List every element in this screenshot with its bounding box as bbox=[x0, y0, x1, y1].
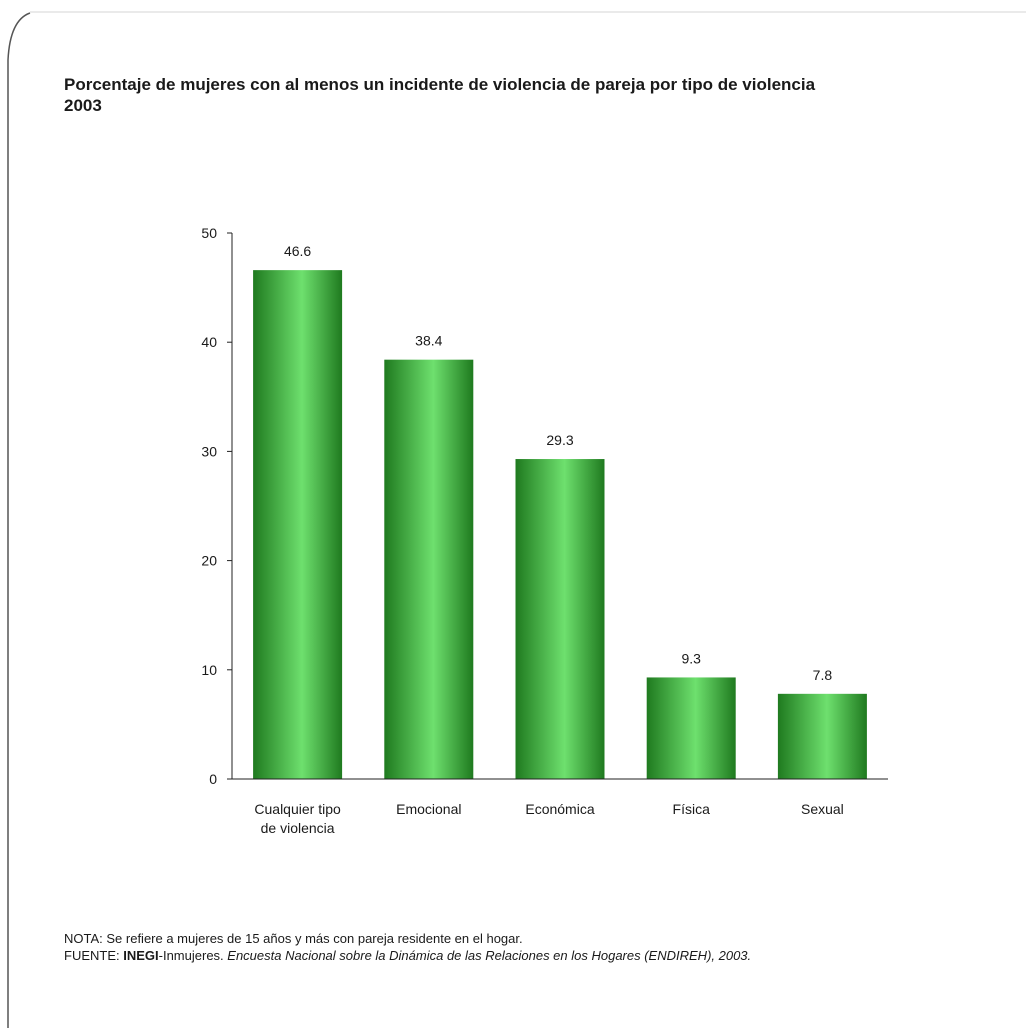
source-title: Encuesta Nacional sobre la Dinámica de l… bbox=[227, 948, 752, 963]
bar bbox=[777, 693, 867, 779]
x-tick-label: Sexual bbox=[801, 801, 844, 817]
bar-value-label: 29.3 bbox=[546, 432, 573, 448]
bar-value-label: 38.4 bbox=[415, 333, 442, 349]
chart-notes: NOTA: Se refiere a mujeres de 15 años y … bbox=[64, 930, 1014, 964]
bar bbox=[253, 270, 343, 779]
chart-title-block: Porcentaje de mujeres con al menos un in… bbox=[64, 74, 1004, 116]
y-tick-label: 30 bbox=[201, 443, 217, 459]
source-org: INEGI bbox=[123, 948, 159, 963]
bar-value-label: 9.3 bbox=[681, 650, 701, 666]
y-axis: 0 10 20 30 40 50 bbox=[201, 225, 233, 787]
source-prefix: FUENTE: bbox=[64, 948, 124, 963]
x-tick-label: Emocional bbox=[396, 801, 461, 817]
bar bbox=[384, 359, 474, 779]
x-tick-label: Cualquier tipo bbox=[254, 801, 341, 817]
y-tick-label: 0 bbox=[209, 771, 217, 787]
chart-title: Porcentaje de mujeres con al menos un in… bbox=[64, 75, 816, 94]
y-tick-label: 20 bbox=[201, 553, 217, 569]
bar-value-label: 46.6 bbox=[284, 243, 311, 259]
x-tick-label: Física bbox=[673, 801, 711, 817]
y-tick-label: 50 bbox=[201, 225, 217, 241]
note-line: NOTA: Se refiere a mujeres de 15 años y … bbox=[64, 931, 523, 946]
source-org-suffix: -Inmujeres. bbox=[158, 948, 228, 963]
y-tick-label: 10 bbox=[201, 662, 217, 678]
bars: 46.6 38.4 29.3 9.3 7.8 bbox=[253, 243, 867, 779]
x-tick-label: de violencia bbox=[261, 820, 335, 836]
x-tick-label: Económica bbox=[525, 801, 594, 817]
bar bbox=[646, 677, 736, 779]
chart-subtitle: 2003 bbox=[64, 96, 102, 115]
bar-value-label: 7.8 bbox=[813, 667, 833, 683]
source-line: FUENTE: INEGI-Inmujeres. Encuesta Nacion… bbox=[64, 947, 1014, 964]
y-tick-label: 40 bbox=[201, 334, 217, 350]
bar bbox=[515, 459, 605, 779]
x-axis: Cualquier tipo de violencia Emocional Econó… bbox=[232, 778, 888, 836]
